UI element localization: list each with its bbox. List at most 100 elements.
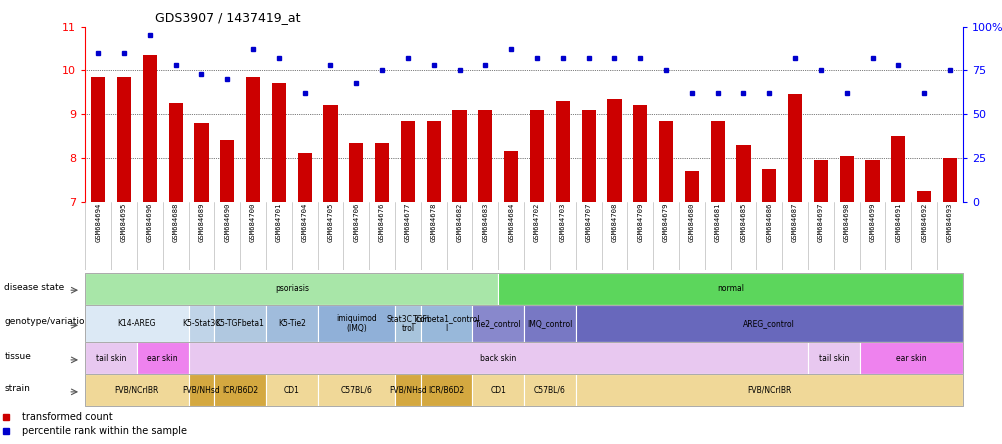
- Bar: [942, 158, 956, 202]
- Bar: [581, 110, 595, 202]
- Text: GSM684683: GSM684683: [482, 203, 488, 242]
- Text: CD1: CD1: [284, 386, 300, 395]
- Text: C57BL/6: C57BL/6: [340, 386, 372, 395]
- Bar: [762, 169, 776, 202]
- Text: GSM684681: GSM684681: [714, 203, 720, 242]
- Bar: [266, 305, 318, 342]
- Bar: [188, 374, 214, 406]
- Text: TGFbeta1_control
l: TGFbeta1_control l: [413, 314, 480, 333]
- Bar: [421, 305, 472, 342]
- Text: GDS3907 / 1437419_at: GDS3907 / 1437419_at: [155, 11, 301, 24]
- Bar: [272, 83, 286, 202]
- Text: genotype/variation: genotype/variation: [4, 317, 90, 326]
- Text: GSM684707: GSM684707: [585, 203, 591, 242]
- Text: GSM684698: GSM684698: [843, 203, 849, 242]
- Text: GSM684693: GSM684693: [946, 203, 952, 242]
- Text: tail skin: tail skin: [96, 354, 126, 363]
- Text: K5-Stat3C: K5-Stat3C: [182, 319, 220, 328]
- Bar: [529, 110, 543, 202]
- Bar: [349, 143, 363, 202]
- Bar: [194, 123, 208, 202]
- Text: GSM684695: GSM684695: [121, 203, 127, 242]
- Text: CD1: CD1: [490, 386, 506, 395]
- Text: Stat3C_con
trol: Stat3C_con trol: [386, 314, 429, 333]
- Bar: [188, 342, 808, 374]
- Bar: [575, 374, 962, 406]
- Bar: [214, 305, 266, 342]
- Bar: [136, 342, 188, 374]
- Text: GSM684691: GSM684691: [895, 203, 901, 242]
- Bar: [395, 305, 421, 342]
- Text: GSM684680: GSM684680: [688, 203, 694, 242]
- Bar: [85, 374, 188, 406]
- Text: C57BL/6: C57BL/6: [533, 386, 565, 395]
- Bar: [452, 110, 466, 202]
- Text: ear skin: ear skin: [147, 354, 177, 363]
- Bar: [504, 151, 518, 202]
- Text: GSM684697: GSM684697: [817, 203, 823, 242]
- Bar: [684, 171, 698, 202]
- Bar: [214, 374, 266, 406]
- Text: GSM684701: GSM684701: [276, 203, 282, 242]
- Bar: [375, 143, 389, 202]
- Text: GSM684704: GSM684704: [302, 203, 308, 242]
- Text: ICR/B6D2: ICR/B6D2: [428, 386, 464, 395]
- Bar: [808, 342, 859, 374]
- Bar: [85, 342, 136, 374]
- Text: tail skin: tail skin: [818, 354, 848, 363]
- Text: GSM684676: GSM684676: [379, 203, 385, 242]
- Text: GSM684705: GSM684705: [327, 203, 333, 242]
- Bar: [575, 305, 962, 342]
- Bar: [91, 77, 105, 202]
- Bar: [606, 99, 621, 202]
- Bar: [498, 273, 962, 305]
- Bar: [709, 121, 724, 202]
- Bar: [142, 55, 156, 202]
- Text: IMQ_control: IMQ_control: [527, 319, 572, 328]
- Text: imiquimod
(IMQ): imiquimod (IMQ): [336, 314, 377, 333]
- Bar: [865, 160, 879, 202]
- Text: GSM684684: GSM684684: [508, 203, 514, 242]
- Text: tissue: tissue: [4, 352, 31, 361]
- Text: GSM684679: GSM684679: [662, 203, 668, 242]
- Text: GSM684688: GSM684688: [172, 203, 178, 242]
- Text: K5-Tie2: K5-Tie2: [278, 319, 306, 328]
- Bar: [266, 374, 318, 406]
- Bar: [298, 154, 312, 202]
- Text: FVB/NHsd: FVB/NHsd: [389, 386, 427, 395]
- Bar: [219, 140, 234, 202]
- Bar: [318, 305, 395, 342]
- Bar: [632, 105, 646, 202]
- Bar: [523, 374, 575, 406]
- Bar: [658, 121, 672, 202]
- Text: FVB/NHsd: FVB/NHsd: [182, 386, 220, 395]
- Bar: [813, 160, 828, 202]
- Text: disease state: disease state: [4, 282, 64, 292]
- Text: GSM684678: GSM684678: [430, 203, 436, 242]
- Bar: [859, 342, 962, 374]
- Text: back skin: back skin: [480, 354, 516, 363]
- Text: Tie2_control: Tie2_control: [475, 319, 521, 328]
- Bar: [472, 305, 523, 342]
- Text: GSM684692: GSM684692: [920, 203, 926, 242]
- Text: transformed count: transformed count: [22, 412, 112, 422]
- Text: K5-TGFbeta1: K5-TGFbeta1: [215, 319, 265, 328]
- Text: GSM684696: GSM684696: [146, 203, 152, 242]
- Text: ICR/B6D2: ICR/B6D2: [221, 386, 258, 395]
- Bar: [168, 103, 182, 202]
- Bar: [401, 121, 415, 202]
- Text: GSM684689: GSM684689: [198, 203, 204, 242]
- Text: GSM684677: GSM684677: [405, 203, 411, 242]
- Bar: [839, 156, 853, 202]
- Bar: [395, 374, 421, 406]
- Text: GSM684700: GSM684700: [249, 203, 256, 242]
- Bar: [916, 190, 930, 202]
- Text: GSM684687: GSM684687: [792, 203, 798, 242]
- Bar: [891, 136, 905, 202]
- Text: GSM684686: GSM684686: [766, 203, 772, 242]
- Text: GSM684694: GSM684694: [95, 203, 101, 242]
- Bar: [555, 101, 569, 202]
- Text: strain: strain: [4, 384, 30, 393]
- Bar: [426, 121, 441, 202]
- Text: FVB/NCrIBR: FVB/NCrIBR: [746, 386, 791, 395]
